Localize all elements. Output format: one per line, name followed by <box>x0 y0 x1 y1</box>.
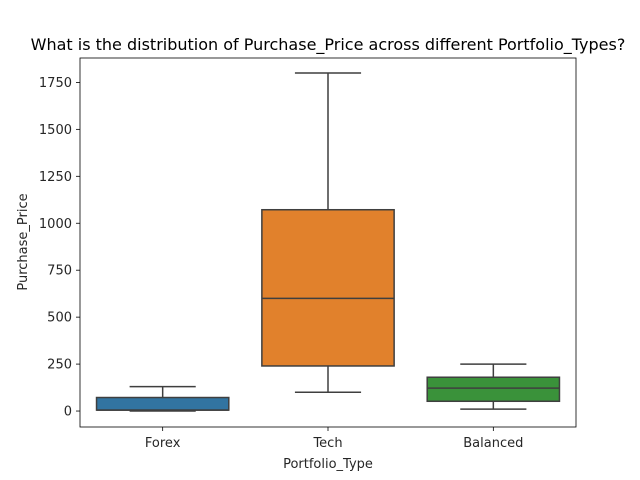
y-tick-label: 250 <box>47 358 72 373</box>
x-tick-label-tech: Tech <box>312 436 342 451</box>
chart-title: What is the distribution of Purchase_Pri… <box>31 35 626 55</box>
box-forex <box>95 385 230 412</box>
y-tick-label: 1250 <box>39 170 72 185</box>
y-tick-label: 1750 <box>39 76 72 91</box>
y-tick-label: 1500 <box>39 123 72 138</box>
y-tick-label: 0 <box>64 405 72 420</box>
box-balanced <box>426 363 561 410</box>
x-axis-label: Portfolio_Type <box>283 457 373 472</box>
y-tick-label: 750 <box>47 264 72 279</box>
x-tick-label-balanced: Balanced <box>463 436 523 451</box>
iqr-box-tech <box>261 208 395 367</box>
y-axis-label: Purchase_Price <box>16 193 31 290</box>
x-axis-ticks: Forex Tech Balanced <box>145 427 523 451</box>
y-axis-ticks: 0 250 500 750 1000 1250 1500 1750 <box>39 76 80 420</box>
y-tick-label: 1000 <box>39 217 72 232</box>
x-tick-label-forex: Forex <box>145 436 181 451</box>
y-tick-label: 500 <box>47 311 72 326</box>
iqr-box-forex <box>95 396 230 411</box>
boxes-group <box>95 72 561 412</box>
box-tech <box>261 72 395 394</box>
iqr-box-balanced <box>426 376 561 403</box>
